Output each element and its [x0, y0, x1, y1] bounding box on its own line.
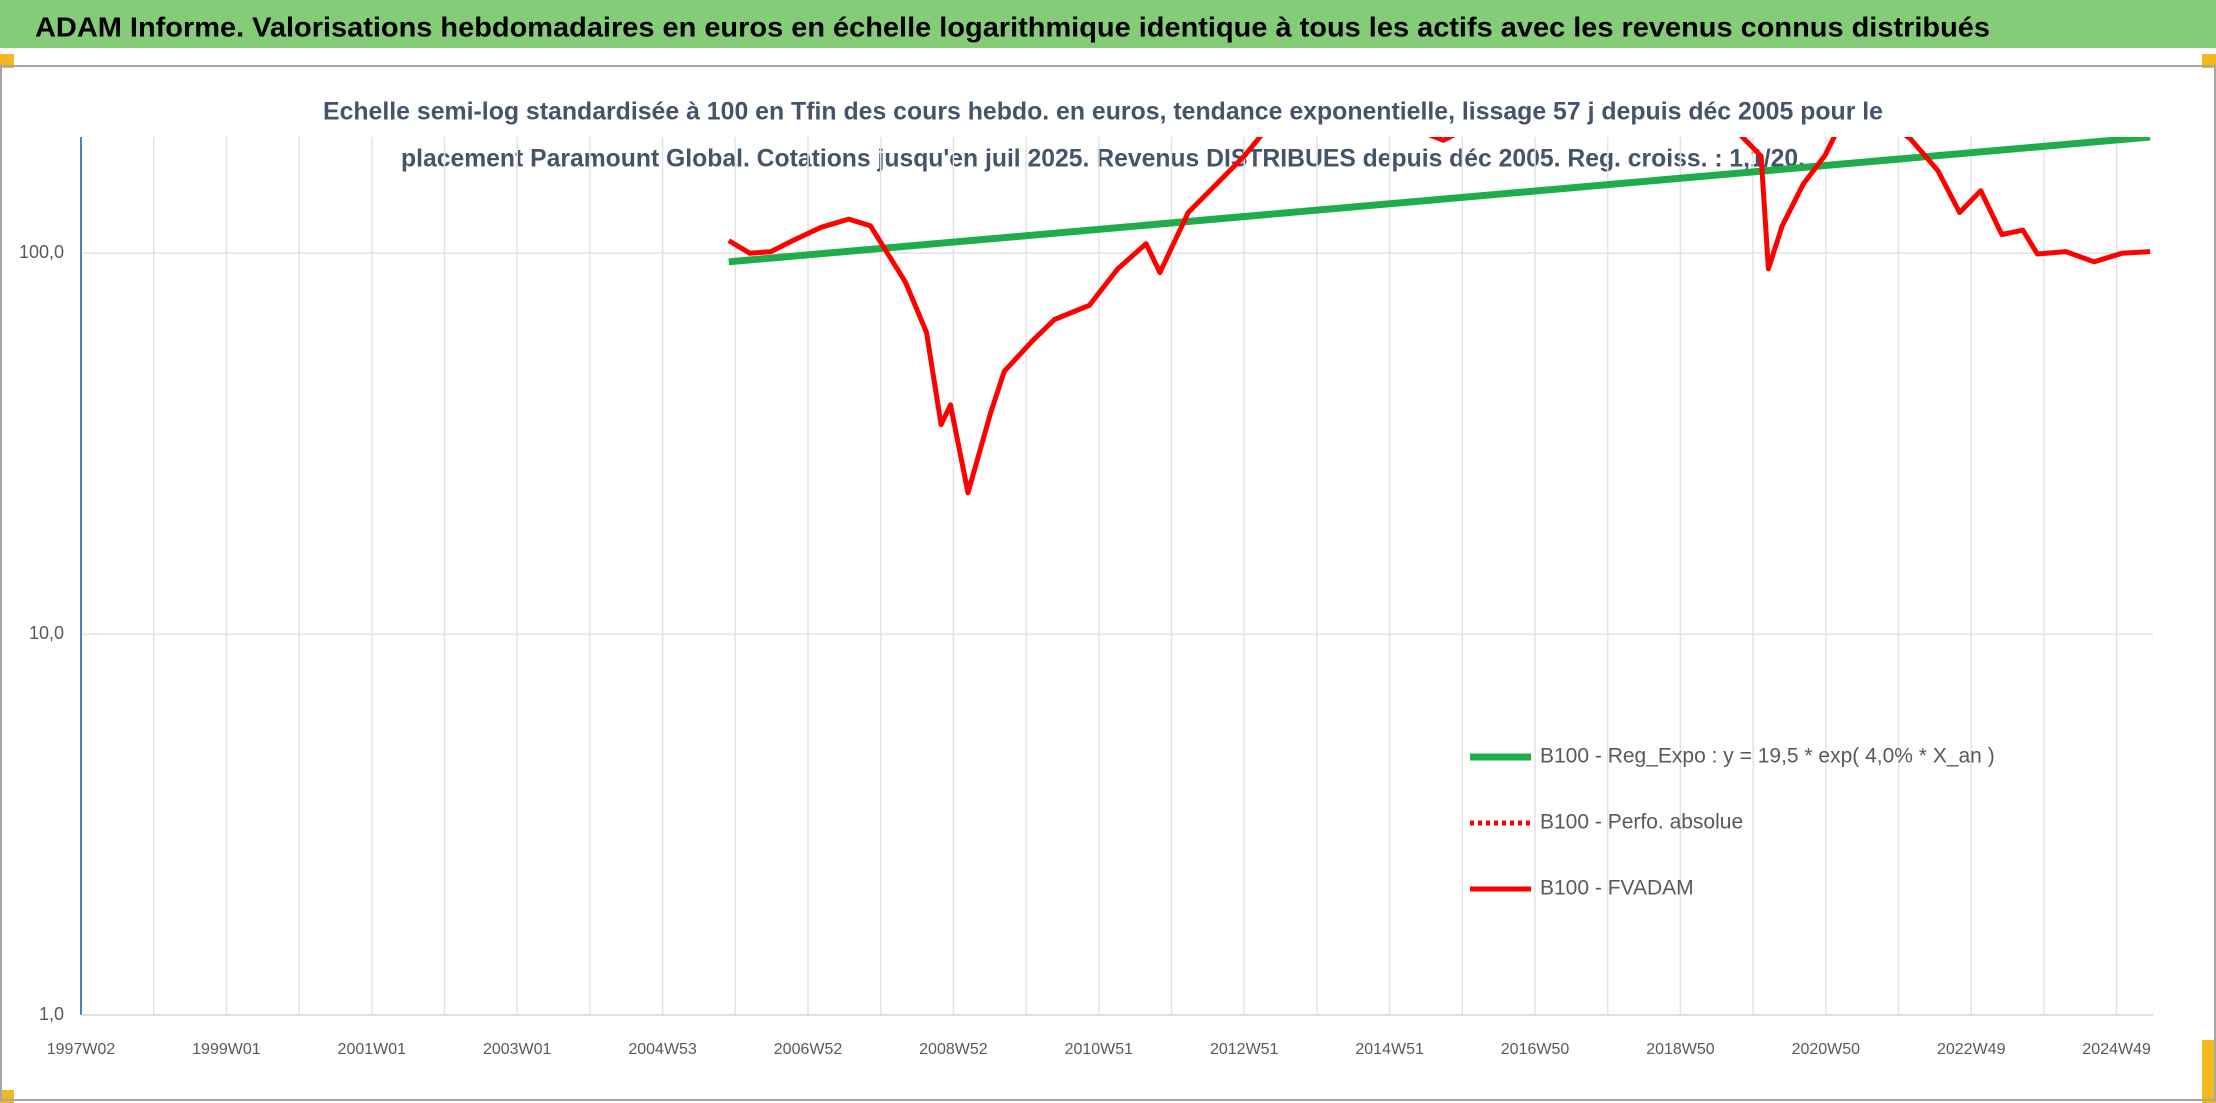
- subtitle: placement Paramount Global. Cotations ju…: [401, 145, 1805, 173]
- x-tick-label: 2020W50: [1792, 1041, 1861, 1058]
- header-bar: [0, 0, 2216, 48]
- x-tick-label: 2014W51: [1355, 1041, 1424, 1058]
- x-tick-label: 2018W50: [1646, 1041, 1715, 1058]
- legend-label: B100 - Reg_Expo : y = 19,5 * exp( 4,0% *…: [1540, 745, 1995, 768]
- y-tick-label: 10,0: [29, 623, 64, 643]
- x-tick-label: 2003W01: [483, 1041, 552, 1058]
- legend-label: B100 - Perfo. absolue: [1540, 811, 1743, 834]
- x-tick-label: 2024W49: [2082, 1041, 2151, 1058]
- x-tick-label: 2010W51: [1065, 1041, 1134, 1058]
- y-tick-label: 100,0: [19, 242, 64, 262]
- x-tick-label: 2022W49: [1937, 1041, 2006, 1058]
- corner: [0, 1090, 14, 1103]
- corner: [0, 54, 14, 68]
- y-tick-label: 1,0: [39, 1004, 64, 1024]
- legend-label: B100 - FVADAM: [1540, 877, 1694, 900]
- x-tick-label: 2004W53: [628, 1041, 697, 1058]
- frame: [0, 65, 2216, 1101]
- x-tick-label: 2016W50: [1501, 1041, 1570, 1058]
- x-tick-label: 2012W51: [1210, 1041, 1279, 1058]
- corner: [2202, 54, 2216, 68]
- series-line: [728, 137, 2151, 266]
- plot-area: [727, 137, 2151, 496]
- x-tick-label: 1997W02: [47, 1041, 116, 1058]
- page-title: ADAM Informe. Valorisations hebdomadaire…: [35, 11, 1990, 42]
- x-tick-label: 2001W01: [338, 1041, 407, 1058]
- x-tick-label: 2008W52: [919, 1041, 988, 1058]
- corner: [2202, 1040, 2216, 1103]
- x-tick-label: 2006W52: [774, 1041, 843, 1058]
- x-tick-label: 1999W01: [192, 1041, 261, 1058]
- series-line: [727, 137, 2151, 496]
- subtitle: Echelle semi-log standardisée à 100 en T…: [323, 98, 1883, 126]
